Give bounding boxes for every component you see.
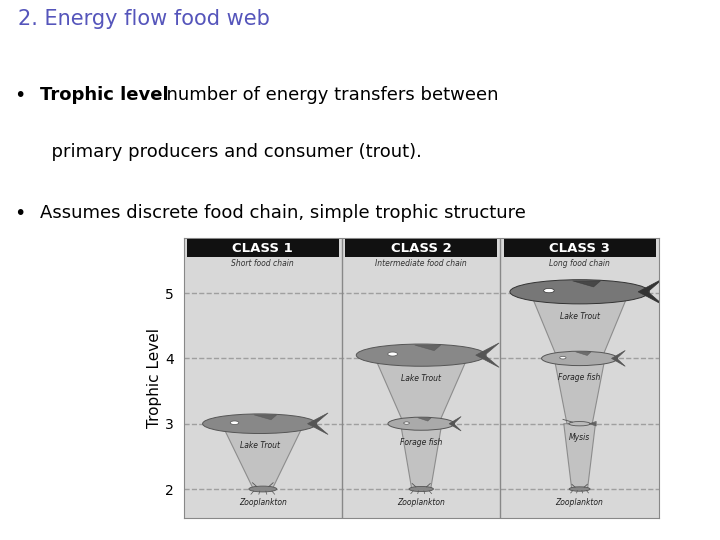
Polygon shape xyxy=(576,352,591,355)
Ellipse shape xyxy=(409,487,433,491)
Polygon shape xyxy=(449,416,461,431)
Text: Lake Trout: Lake Trout xyxy=(559,312,600,321)
Polygon shape xyxy=(254,415,276,420)
Text: – number of energy transfers between: – number of energy transfers between xyxy=(146,86,499,104)
Ellipse shape xyxy=(541,351,618,366)
Ellipse shape xyxy=(230,421,239,424)
Ellipse shape xyxy=(544,288,554,293)
FancyBboxPatch shape xyxy=(345,239,498,257)
Text: 2. Energy flow food web: 2. Energy flow food web xyxy=(18,9,270,29)
Ellipse shape xyxy=(249,486,276,492)
Ellipse shape xyxy=(404,422,410,424)
Polygon shape xyxy=(307,413,328,435)
Polygon shape xyxy=(222,424,304,489)
Polygon shape xyxy=(531,293,629,359)
Text: primary producers and consumer (trout).: primary producers and consumer (trout). xyxy=(40,143,421,161)
Text: Trophic level: Trophic level xyxy=(40,86,168,104)
Polygon shape xyxy=(638,279,663,305)
Polygon shape xyxy=(564,424,595,489)
Text: CLASS 2: CLASS 2 xyxy=(391,241,451,254)
Ellipse shape xyxy=(202,414,317,434)
Polygon shape xyxy=(415,345,441,350)
Text: •: • xyxy=(14,86,26,105)
Polygon shape xyxy=(572,281,600,287)
Ellipse shape xyxy=(388,352,397,356)
Text: Mysis: Mysis xyxy=(569,433,590,442)
Polygon shape xyxy=(400,424,442,489)
Polygon shape xyxy=(611,350,625,366)
Ellipse shape xyxy=(388,417,454,430)
Polygon shape xyxy=(554,359,605,424)
Text: Zooplankton: Zooplankton xyxy=(397,498,445,507)
Ellipse shape xyxy=(569,487,590,491)
Text: Long food chain: Long food chain xyxy=(549,259,610,268)
FancyBboxPatch shape xyxy=(186,239,339,257)
FancyBboxPatch shape xyxy=(503,239,656,257)
Text: Lake Trout: Lake Trout xyxy=(240,441,279,450)
Polygon shape xyxy=(589,421,596,426)
Text: Zooplankton: Zooplankton xyxy=(556,497,603,507)
Text: Zooplankton: Zooplankton xyxy=(239,498,287,507)
Text: Intermediate food chain: Intermediate food chain xyxy=(375,259,467,268)
Ellipse shape xyxy=(510,280,649,304)
Ellipse shape xyxy=(356,344,486,366)
Text: Lake Trout: Lake Trout xyxy=(401,374,441,383)
Text: Forage fish: Forage fish xyxy=(559,374,600,382)
Ellipse shape xyxy=(569,422,590,426)
Text: •: • xyxy=(14,204,26,223)
Y-axis label: Trophic Level: Trophic Level xyxy=(148,328,162,428)
Polygon shape xyxy=(418,418,431,421)
Text: Short food chain: Short food chain xyxy=(231,259,294,268)
Text: Forage fish: Forage fish xyxy=(400,438,442,447)
Polygon shape xyxy=(476,343,499,367)
Text: Assumes discrete food chain, simple trophic structure: Assumes discrete food chain, simple trop… xyxy=(40,204,526,222)
Ellipse shape xyxy=(559,356,566,359)
Polygon shape xyxy=(375,359,467,424)
Text: CLASS 3: CLASS 3 xyxy=(549,241,610,254)
Text: CLASS 1: CLASS 1 xyxy=(233,241,293,254)
